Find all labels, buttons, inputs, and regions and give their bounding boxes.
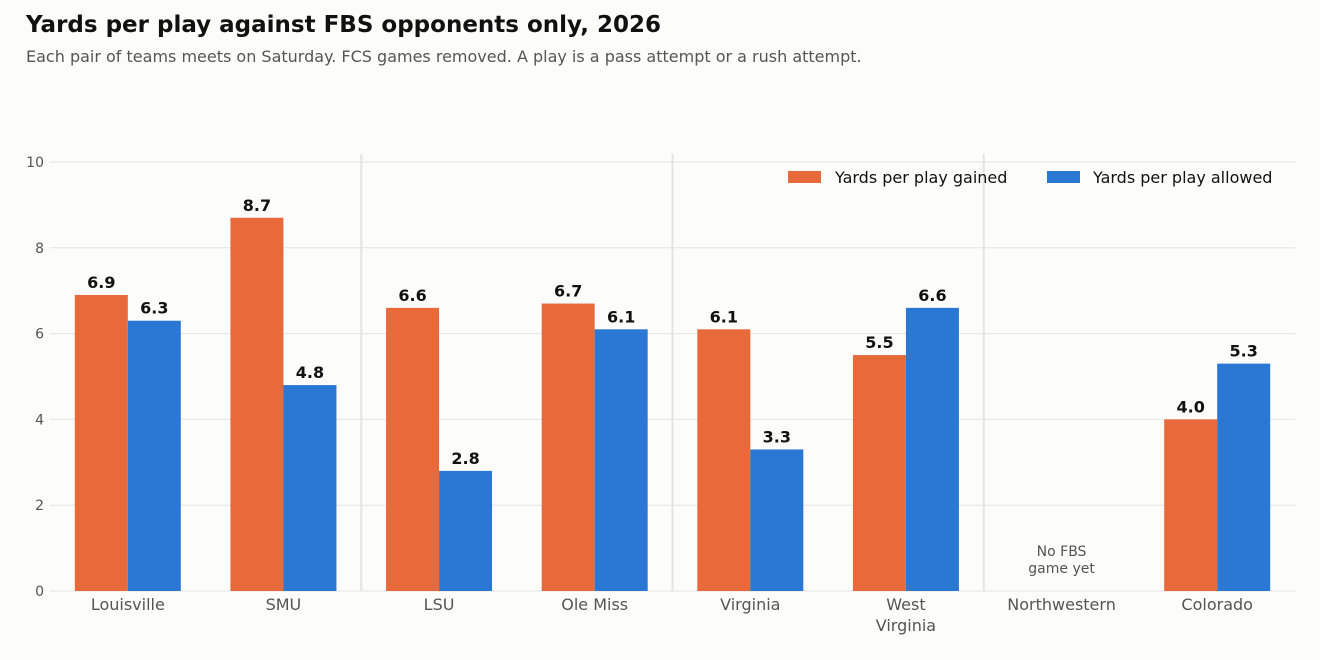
legend-label: Yards per play allowed [1092, 168, 1272, 187]
value-label: 4.8 [296, 363, 324, 382]
value-label: 8.7 [243, 196, 271, 215]
x-category-label: Virginia [720, 595, 780, 614]
y-tick-label: 10 [26, 155, 44, 171]
bar-allowed [439, 470, 493, 591]
bar-allowed [1217, 363, 1271, 591]
bar-gained [852, 355, 906, 591]
bar-allowed [750, 449, 804, 591]
x-category-label: Northwestern [1007, 595, 1116, 614]
no-data-note: No FBS [1037, 544, 1087, 560]
legend-swatch [1047, 171, 1080, 183]
bar-gained [541, 303, 595, 591]
no-data-note: game yet [1028, 561, 1095, 577]
bar-allowed [127, 320, 181, 591]
value-label: 6.7 [554, 282, 582, 301]
value-label: 6.1 [710, 307, 738, 326]
chart-subtitle: Each pair of teams meets on Saturday. FC… [26, 47, 862, 66]
value-label: 5.5 [865, 333, 893, 352]
bar-gained [697, 329, 751, 591]
value-label: 6.1 [607, 307, 635, 326]
x-category-label: Colorado [1181, 595, 1253, 614]
y-tick-label: 8 [35, 241, 44, 257]
value-label: 3.3 [763, 427, 791, 446]
y-tick-label: 6 [35, 327, 44, 343]
bar-gained [1164, 419, 1218, 591]
legend-swatch [788, 171, 821, 183]
bar-allowed [905, 307, 959, 591]
x-category-label: SMU [266, 595, 302, 614]
value-label: 6.6 [918, 286, 946, 305]
bar-gained [386, 307, 440, 591]
x-category-label: Louisville [91, 595, 165, 614]
bar-allowed [283, 385, 337, 591]
value-label: 6.3 [140, 299, 168, 318]
value-label: 6.9 [87, 273, 115, 292]
value-label: 5.3 [1230, 342, 1258, 361]
x-category-label: LSU [424, 595, 455, 614]
y-tick-label: 4 [35, 412, 44, 428]
value-label: 2.8 [451, 449, 479, 468]
bar-gained [74, 294, 128, 591]
x-category-label: West [886, 595, 925, 614]
value-label: 4.0 [1177, 397, 1205, 416]
legend-label: Yards per play gained [834, 168, 1007, 187]
y-tick-label: 2 [35, 498, 44, 514]
y-tick-label: 0 [35, 584, 44, 600]
x-category-label: Ole Miss [561, 595, 628, 614]
value-label: 6.6 [398, 286, 426, 305]
chart-title: Yards per play against FBS opponents onl… [26, 12, 662, 38]
x-category-label: Virginia [876, 616, 936, 635]
bar-allowed [594, 329, 648, 591]
bar-gained [230, 217, 284, 591]
